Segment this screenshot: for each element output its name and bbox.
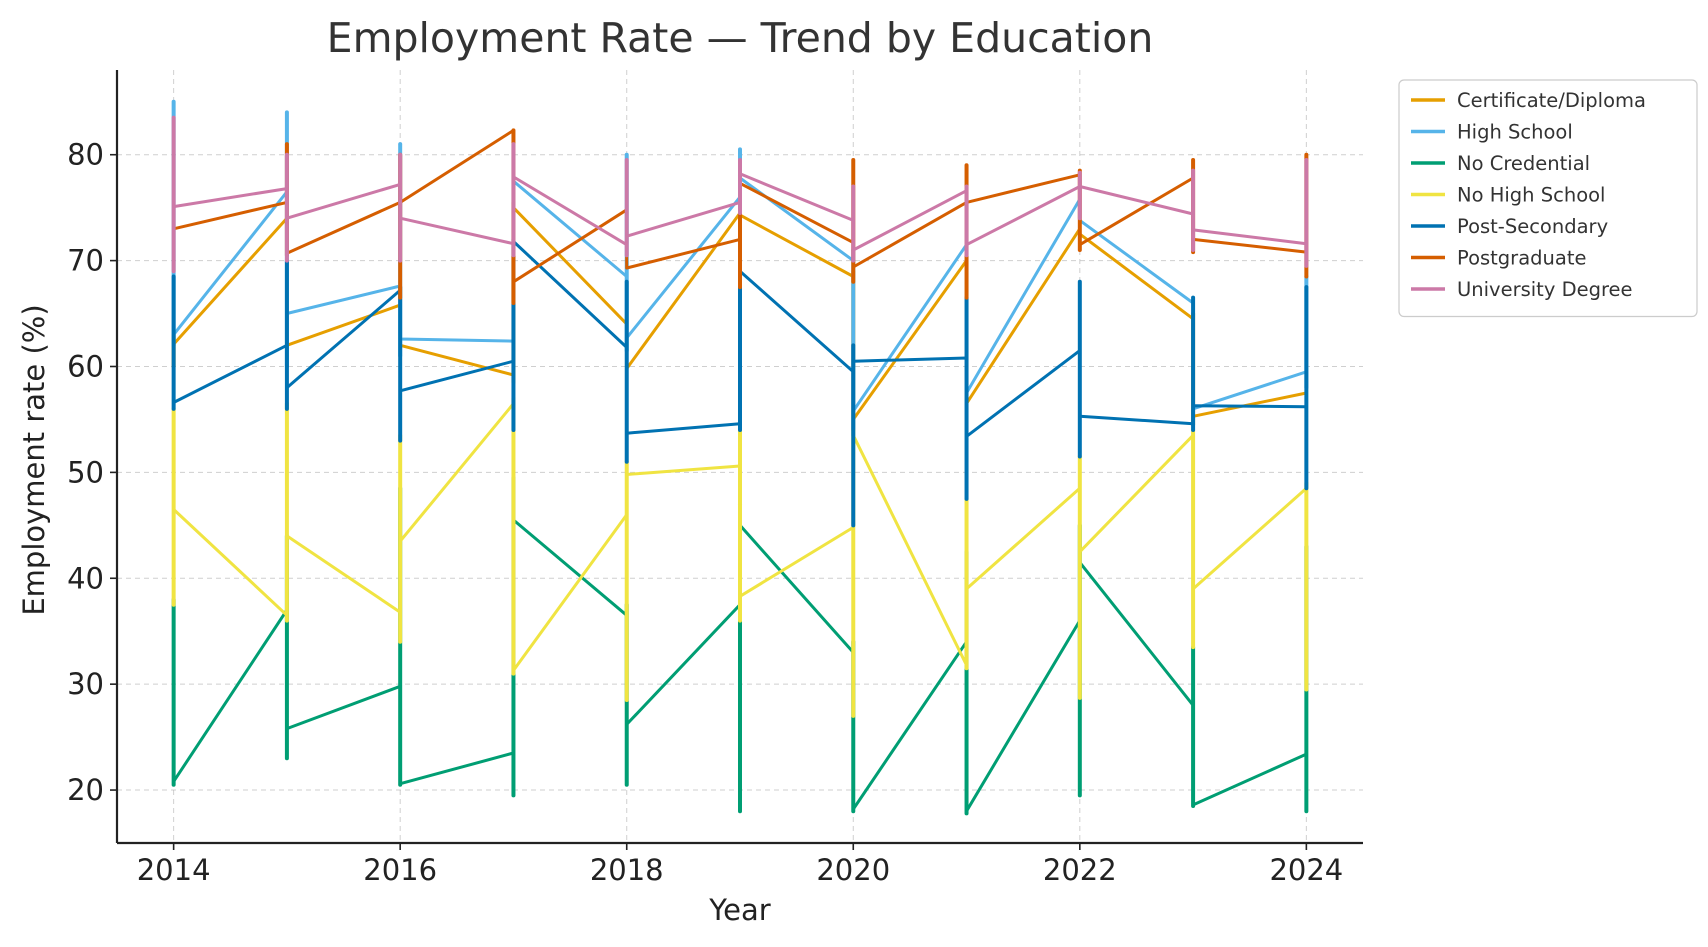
x-tick-label: 2022	[1043, 853, 1117, 887]
legend-label: Certificate/Diploma	[1457, 89, 1646, 112]
legend-label: No Credential	[1457, 152, 1590, 175]
y-tick-label: 40	[67, 561, 104, 595]
legend-label: No High School	[1457, 184, 1605, 207]
legend-label: High School	[1457, 121, 1573, 144]
series-6	[171, 115, 1309, 274]
chart-title: Employment Rate — Trend by Education	[327, 14, 1154, 62]
series-lines	[171, 99, 1309, 816]
series-line	[172, 402, 1308, 672]
y-tick-label: 50	[67, 455, 104, 489]
y-tick-label: 60	[67, 349, 104, 383]
x-tick-label: 2014	[137, 853, 211, 887]
x-tick-label: 2018	[590, 853, 664, 887]
axes: 2014 2016 2018 2020 2022 2024 20 30 40 50 60 70 80	[67, 70, 1363, 887]
x-tick-label: 2024	[1269, 853, 1343, 887]
series-4	[171, 237, 1309, 528]
y-axis-title: Employment rate (%)	[17, 304, 51, 615]
y-tick-label: 20	[67, 773, 104, 807]
legend-label: Post-Secondary	[1457, 215, 1608, 238]
y-tick-label: 80	[67, 138, 104, 172]
legend-label: Postgraduate	[1457, 247, 1586, 270]
y-tick-label: 30	[67, 667, 104, 701]
x-tick-label: 2016	[363, 853, 437, 887]
y-tick-label: 70	[67, 244, 104, 278]
series-line	[172, 240, 1308, 438]
x-tick-label: 2020	[816, 853, 890, 887]
legend-label: University Degree	[1457, 278, 1633, 301]
legend: Certificate/Diploma High School No Credent…	[1398, 79, 1698, 318]
legend-box	[1398, 79, 1698, 318]
x-axis-title: Year	[708, 893, 770, 927]
series-line	[172, 172, 1308, 252]
